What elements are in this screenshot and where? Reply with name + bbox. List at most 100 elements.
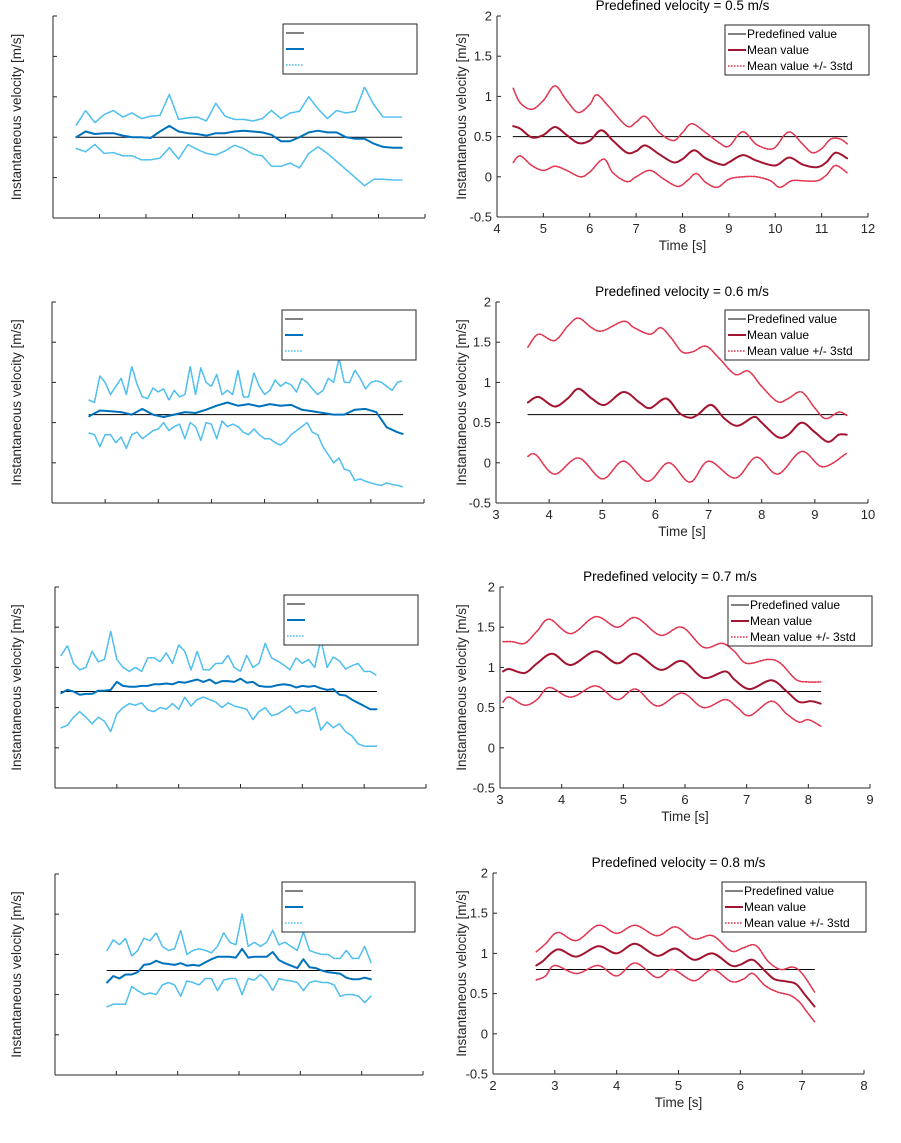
- x-tick-label: 3: [551, 1078, 558, 1093]
- series-mean-value-3std: [106, 973, 372, 1008]
- y-tick-label: 0.5: [473, 415, 491, 430]
- y-tick-label: 0.5: [470, 986, 488, 1001]
- x-tick-label: 7: [705, 507, 712, 522]
- chart-title: Predefined velocity = 0.7 m/s: [583, 569, 757, 584]
- y-tick-label: -0.5: [473, 781, 495, 796]
- legend-entry: Mean value: [747, 43, 809, 57]
- legend-entry: Mean value +/- 3std: [747, 59, 853, 73]
- legend-box: [282, 23, 418, 75]
- y-tick-label: 0: [484, 455, 491, 470]
- series-mean-value-3std: [88, 357, 404, 404]
- series-mean-value-3std: [106, 913, 372, 964]
- legend-entry: Mean value +/- 3std: [750, 630, 856, 644]
- series-mean-value-3std: [60, 630, 378, 677]
- x-tick-label: 8: [758, 507, 765, 522]
- y-tick-label: 1.5: [477, 620, 495, 635]
- chart-title: Predefined velocity = 0.6 m/s: [595, 284, 769, 299]
- x-tick-label: 5: [620, 792, 627, 807]
- legend-entry: Predefined value: [747, 27, 837, 41]
- x-tick-label: 3: [496, 792, 503, 807]
- chart-left-2: Instantaneous velocity [m/s]: [9, 301, 425, 504]
- x-tick-label: 11: [815, 221, 829, 236]
- series-mean-value-3std: [527, 317, 848, 420]
- y-tick-label: -0.5: [470, 210, 492, 225]
- legend-box: [727, 595, 873, 647]
- y-tick-label: 1.5: [473, 335, 491, 350]
- y-tick-label: -0.5: [469, 496, 491, 511]
- series-mean-value-3std: [75, 86, 403, 126]
- legend-entry: Mean value +/- 3std: [744, 916, 850, 930]
- y-tick-label: 1.5: [470, 906, 488, 921]
- x-tick-label: 6: [586, 221, 593, 236]
- legend-box: [281, 881, 416, 933]
- x-tick-label: 4: [493, 221, 500, 236]
- series-mean-value-3std: [512, 85, 848, 154]
- series-mean-value-3std: [535, 924, 816, 993]
- series-mean-value-3std: [60, 696, 378, 747]
- x-tick-label: 7: [633, 221, 640, 236]
- series-mean-value: [106, 947, 372, 984]
- series-mean-value-3std: [502, 685, 822, 727]
- chart-left-3: Instantaneous velocity [m/s]: [9, 586, 427, 789]
- series-mean-value: [512, 125, 849, 169]
- legend: Predefined value Mean value Mean value +/-…: [727, 595, 873, 647]
- legend-box: [721, 881, 867, 933]
- x-axis-label: Time [s]: [661, 809, 709, 824]
- x-tick-label: 6: [681, 792, 688, 807]
- x-tick-label: 9: [811, 507, 818, 522]
- x-tick-label: 12: [861, 221, 875, 236]
- legend: [281, 881, 416, 933]
- x-tick-label: 5: [540, 221, 547, 236]
- series-mean-value-3std: [502, 615, 822, 683]
- series-mean-value-3std: [512, 155, 848, 189]
- x-axis-label: Time [s]: [659, 238, 707, 253]
- x-tick-label: 5: [675, 1078, 682, 1093]
- legend-entry: Predefined value: [750, 598, 840, 612]
- legend: [283, 594, 419, 646]
- y-tick-label: 1.5: [474, 49, 492, 64]
- x-axis-label: Time [s]: [658, 524, 706, 539]
- y-tick-label: 1: [481, 946, 488, 961]
- x-tick-label: 6: [652, 507, 659, 522]
- legend-box: [724, 309, 870, 361]
- x-tick-label: 8: [860, 1078, 867, 1093]
- y-tick-label: 2: [484, 295, 491, 310]
- y-tick-label: 0.5: [477, 700, 495, 715]
- legend-entry: Mean value: [747, 328, 809, 342]
- y-axis-label: Instantaneous velocity [m/s]: [9, 34, 24, 201]
- series-mean-value: [88, 401, 404, 435]
- legend-box: [283, 594, 419, 646]
- legend: [281, 309, 417, 361]
- legend-entry: Predefined value: [744, 884, 834, 898]
- x-tick-label: 6: [737, 1078, 744, 1093]
- chart-left-1: Instantaneous velocity [m/s]: [9, 15, 426, 219]
- y-tick-label: 0: [488, 740, 495, 755]
- y-axis-label: Instantaneous velocity [m/s]: [9, 891, 24, 1058]
- chart-title: Predefined velocity = 0.5 m/s: [596, 0, 770, 13]
- y-tick-label: 1: [484, 375, 491, 390]
- x-tick-label: 5: [599, 507, 606, 522]
- x-tick-label: 4: [546, 507, 553, 522]
- x-tick-label: 2: [489, 1078, 496, 1093]
- legend-entry: Mean value +/- 3std: [747, 344, 853, 358]
- y-tick-label: 2: [485, 9, 492, 24]
- y-tick-label: 0: [481, 1026, 488, 1041]
- x-tick-label: 8: [805, 792, 812, 807]
- y-tick-label: 0.5: [474, 129, 492, 144]
- legend-entry: Mean value: [750, 614, 812, 628]
- x-tick-label: 4: [613, 1078, 620, 1093]
- legend-entry: Predefined value: [747, 312, 837, 326]
- series-mean-value: [75, 124, 403, 149]
- series-mean-value: [526, 387, 848, 443]
- y-tick-label: 1: [488, 660, 495, 675]
- series-mean-value-3std: [88, 420, 404, 488]
- chart-right-4: -0.5 0 0.5 1 1.5 2 2 3 4 5 6 7 8 Predefined velocity …: [454, 855, 868, 1110]
- series-mean-value-3std: [535, 962, 816, 1023]
- x-tick-label: 9: [866, 792, 873, 807]
- x-tick-label: 10: [861, 507, 875, 522]
- y-axis-label: Instantaneous velocity [m/s]: [454, 604, 469, 771]
- chart-title: Predefined velocity = 0.8 m/s: [592, 855, 766, 870]
- y-axis-label: Instantaneous velocity [m/s]: [454, 890, 469, 1057]
- x-axis-label: Time [s]: [655, 1095, 703, 1110]
